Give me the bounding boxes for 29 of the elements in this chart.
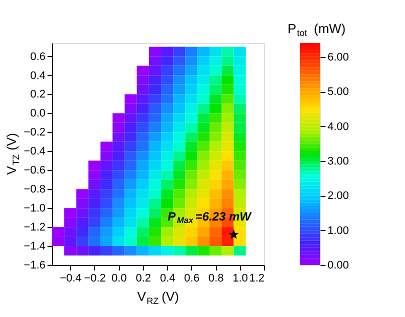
y-tick-label: 0.2 <box>30 88 46 101</box>
x-tick-label: −0.2 <box>84 272 106 284</box>
x-tick-label: −0.4 <box>60 272 82 284</box>
color-bar-label: 4.00 <box>328 120 349 133</box>
color-bar-label: 1.00 <box>328 224 349 237</box>
x-tick-label: 1.2 <box>249 272 264 284</box>
y-tick-label: −0.6 <box>24 164 46 177</box>
color-bar-label: 3.00 <box>328 155 349 168</box>
y-tick-label: −1.4 <box>24 240 46 253</box>
color-bar-label: 2.00 <box>328 190 349 202</box>
color-bar-label: 0.00 <box>328 260 349 272</box>
x-tick-label: 1.0 <box>232 272 248 284</box>
y-tick-label: 0.6 <box>30 50 46 63</box>
y-tick-label: −0.2 <box>24 126 46 139</box>
x-tick-label: 0.4 <box>160 272 176 284</box>
y-tick-label: −1.2 <box>24 222 46 234</box>
color-bar-label: 5.00 <box>328 86 349 98</box>
color-bar-label: 6.00 <box>328 51 349 64</box>
x-tick-label: 0.2 <box>136 272 152 284</box>
y-tick-label: 0.4 <box>30 70 46 82</box>
x-tick-label: 0.0 <box>111 272 127 284</box>
x-tick-label: 0.8 <box>208 272 224 284</box>
y-tick-label: −1.0 <box>24 202 46 215</box>
y-axis-title: VTZ (V) <box>4 133 21 175</box>
y-tick-label: 0.0 <box>30 108 46 120</box>
y-tick-label: −0.8 <box>24 184 46 196</box>
x-tick-label: 0.6 <box>184 272 200 284</box>
y-tick-label: −1.6 <box>24 260 46 272</box>
y-tick-label: −0.4 <box>24 146 46 158</box>
